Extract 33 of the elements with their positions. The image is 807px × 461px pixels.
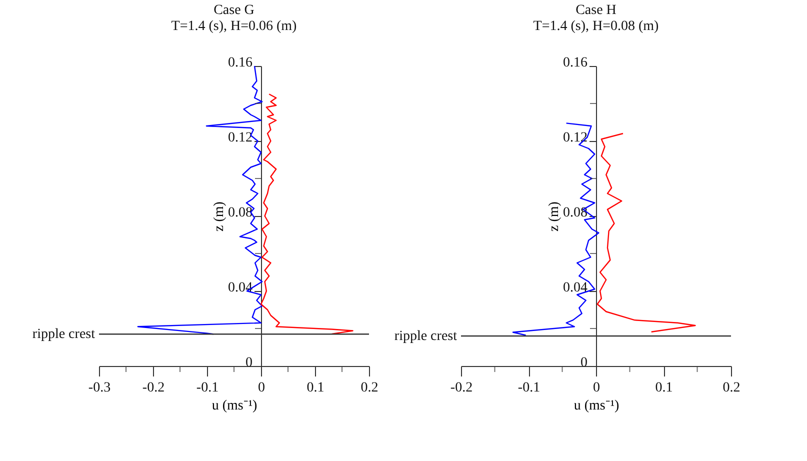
y-tick-label: 0.04 <box>563 280 588 296</box>
ref-line-label: ripple crest <box>32 327 96 342</box>
y-tick-label: 0.16 <box>228 56 252 70</box>
x-tick-label: 0.2 <box>722 380 740 396</box>
chart-title: Case G <box>214 3 254 18</box>
line-series <box>596 132 696 332</box>
x-tick-label: -0.1 <box>196 380 219 396</box>
y-axis-title: z (m) <box>212 201 227 232</box>
y-tick-label: 0.12 <box>228 130 252 146</box>
y-axis-title: z (m) <box>547 201 562 232</box>
y-tick-label: 0.08 <box>563 206 588 220</box>
x-tick-label: 0.2 <box>360 380 378 396</box>
y-tick-label: 0.04 <box>228 280 252 296</box>
x-axis-title: u (ms⁻¹) <box>574 398 620 414</box>
line-series <box>137 65 263 335</box>
y-tick-label: 0.16 <box>563 56 588 70</box>
x-axis-title: u (ms⁻¹) <box>212 398 258 414</box>
y-tick-label: 0.08 <box>228 206 252 220</box>
chart-title: Case H <box>576 3 616 18</box>
chart-subtitle: T=1.4 (s), H=0.08 (m) <box>533 19 660 34</box>
x-tick-label: -0.3 <box>88 380 111 396</box>
chart-subtitle: T=1.4 (s), H=0.06 (m) <box>171 19 298 34</box>
x-tick-label: -0.2 <box>142 380 165 396</box>
x-tick-label: 0 <box>593 380 600 396</box>
y-tick-label: 0.12 <box>563 130 588 146</box>
line-series <box>260 94 354 335</box>
x-tick-label: 0.1 <box>306 380 324 396</box>
x-tick-label: -0.1 <box>518 380 540 396</box>
line-series <box>512 122 600 336</box>
x-tick-label: 0 <box>258 380 265 396</box>
x-tick-label: 0.1 <box>655 380 673 396</box>
ref-line-label: ripple crest <box>394 329 458 344</box>
x-tick-label: -0.2 <box>450 380 473 396</box>
